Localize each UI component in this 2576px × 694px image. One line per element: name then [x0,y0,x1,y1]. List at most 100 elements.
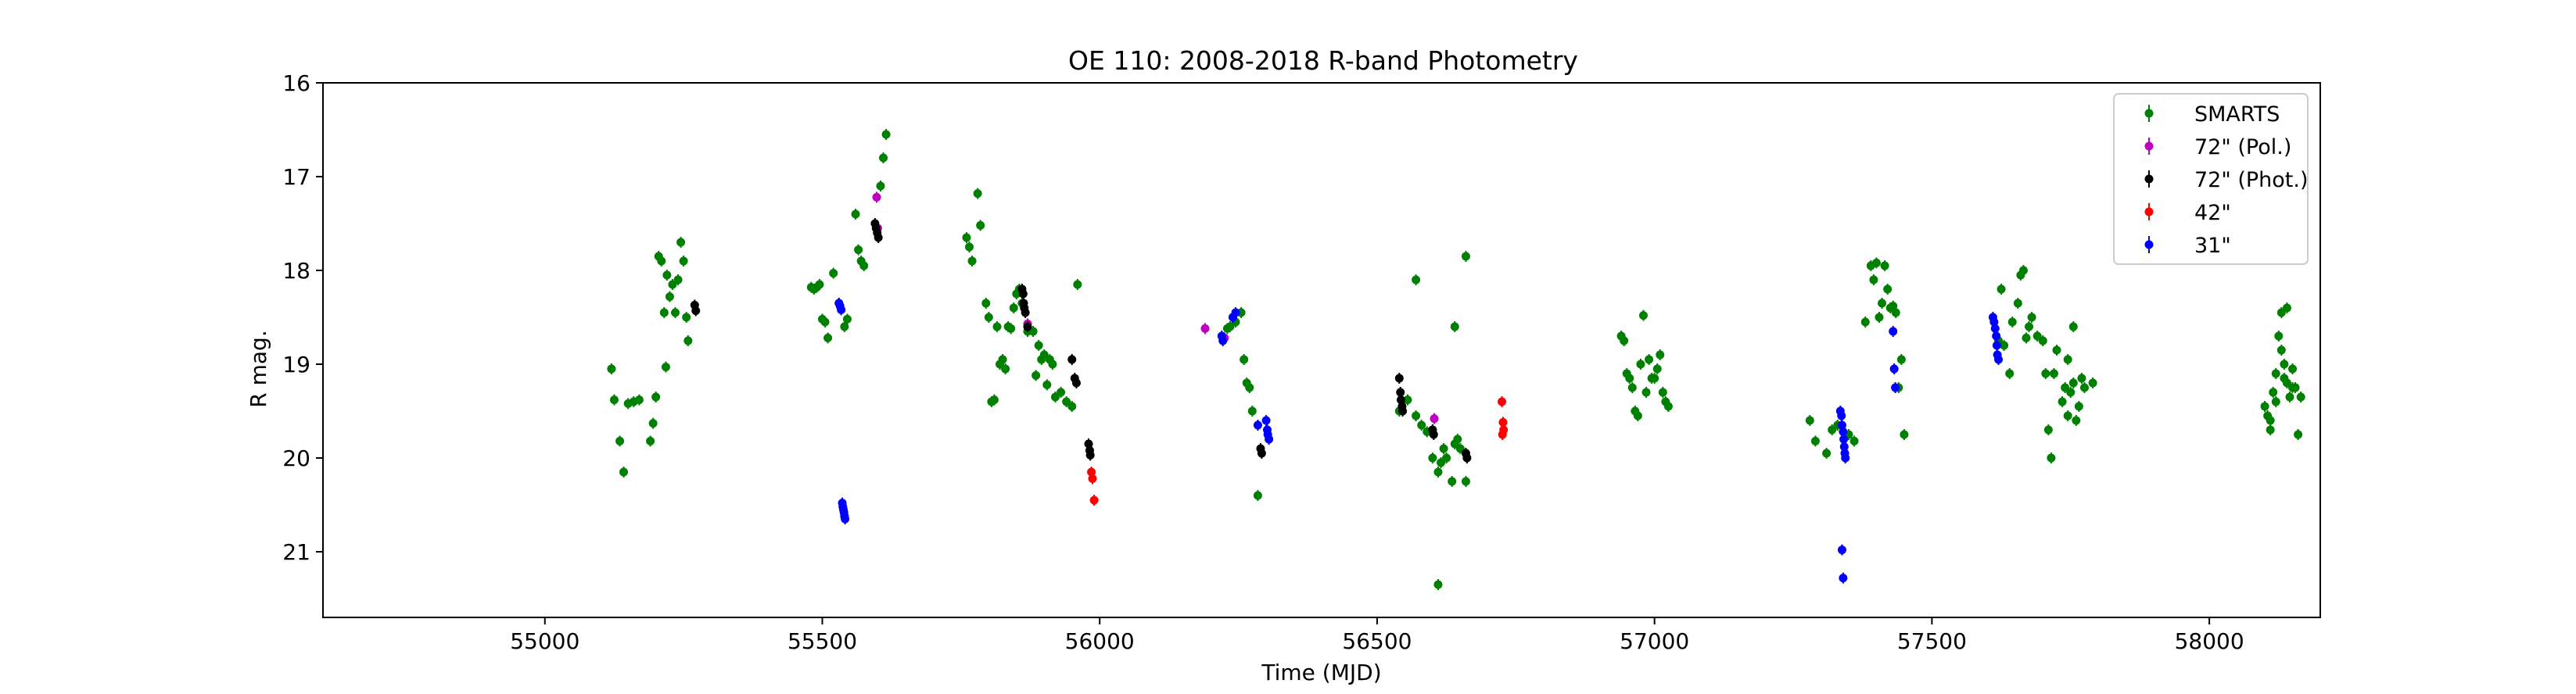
data-point [981,299,991,308]
data-point [648,419,658,428]
data-series [607,129,2305,590]
data-point [879,153,888,163]
data-point [2027,313,2036,322]
data-point [1880,261,1889,270]
data-point [1417,420,1426,430]
data-point [1231,308,1240,317]
data-point [841,514,850,524]
data-point [662,270,672,280]
data-point [984,313,993,322]
data-point [1650,374,1659,383]
data-point [2088,378,2097,388]
data-point [2266,416,2275,425]
data-point [1088,474,1097,483]
legend-marker [2144,240,2154,249]
data-point [1048,360,1057,369]
data-point [1625,374,1634,383]
data-point [2294,430,2303,439]
data-point [1869,275,1878,284]
legend-label: 72" (Pol.) [2194,135,2291,159]
data-point [1837,546,1846,555]
y-tick-label: 19 [282,352,310,377]
data-point [967,256,977,266]
data-point [1394,374,1404,383]
data-point [1265,435,1274,444]
legend-marker [2144,141,2154,151]
data-point [815,280,824,289]
data-point [2063,355,2072,364]
series-72-phot [690,218,1472,463]
data-point [1067,355,1077,364]
data-point [1992,331,2001,341]
data-point [1439,444,1448,453]
data-point [2068,378,2078,388]
data-point [1018,289,1028,299]
data-point [1429,430,1438,439]
data-point [1067,402,1077,411]
data-point [823,333,833,342]
x-axis-title: Time (MJD) [1261,660,1381,685]
data-point [2288,364,2298,374]
legend-item: SMARTS [2144,102,2280,127]
data-point [2013,299,2022,308]
data-point [2041,369,2050,378]
data-point [2005,369,2015,378]
data-point [1891,383,1900,392]
data-point [2266,425,2275,435]
data-point [661,363,670,372]
plot-area [322,82,2321,618]
data-point [2007,317,2017,327]
data-point [1810,436,1820,445]
data-point [682,313,691,322]
data-point [1218,336,1228,345]
data-point [1057,388,1066,397]
y-tick-label: 16 [282,70,310,96]
legend-item: 72" (Phot.) [2144,168,2309,192]
data-point [1089,495,1099,505]
data-point [1658,388,1667,397]
data-point [657,256,666,266]
x-tick-label: 57500 [1897,628,1967,654]
y-axis: 16 17 18 19 20 21 [282,70,323,565]
y-tick-label: 20 [282,445,310,471]
data-point [1253,491,1262,500]
data-point [859,261,869,270]
data-point [1433,467,1443,477]
data-point [1633,411,1642,420]
data-point [2049,369,2058,378]
data-point [1645,355,1654,364]
data-point [609,395,619,405]
data-point [2025,322,2034,331]
data-point [1997,284,2006,294]
data-point [659,308,669,317]
data-point [2066,388,2076,397]
x-tick-label: 57000 [1620,628,1689,654]
data-point [1462,453,1472,463]
data-point [1498,397,1507,406]
data-point [1461,252,1470,261]
data-point [1433,580,1443,589]
data-point [1412,275,1421,284]
data-point [651,392,661,402]
data-point [615,436,625,445]
data-point [2276,345,2286,355]
data-point [1620,336,1629,345]
data-point [673,275,683,284]
data-point [1428,453,1437,463]
data-point [679,256,688,266]
data-point [1849,436,1859,445]
data-point [1240,355,1249,364]
data-point [2074,402,2083,411]
data-point [820,317,830,327]
legend-label: 72" (Phot.) [2194,168,2309,192]
legend-marker [2144,207,2154,216]
data-point [2280,360,2289,369]
legend-box [2113,93,2309,265]
data-point [1860,317,1870,327]
data-point [2068,322,2078,331]
data-point [670,308,680,317]
x-axis: 55000 55500 56000 56500 57000 57500 58000 [510,617,2244,654]
data-point [1839,427,1848,436]
data-point [691,306,701,316]
data-point [1403,395,1412,405]
